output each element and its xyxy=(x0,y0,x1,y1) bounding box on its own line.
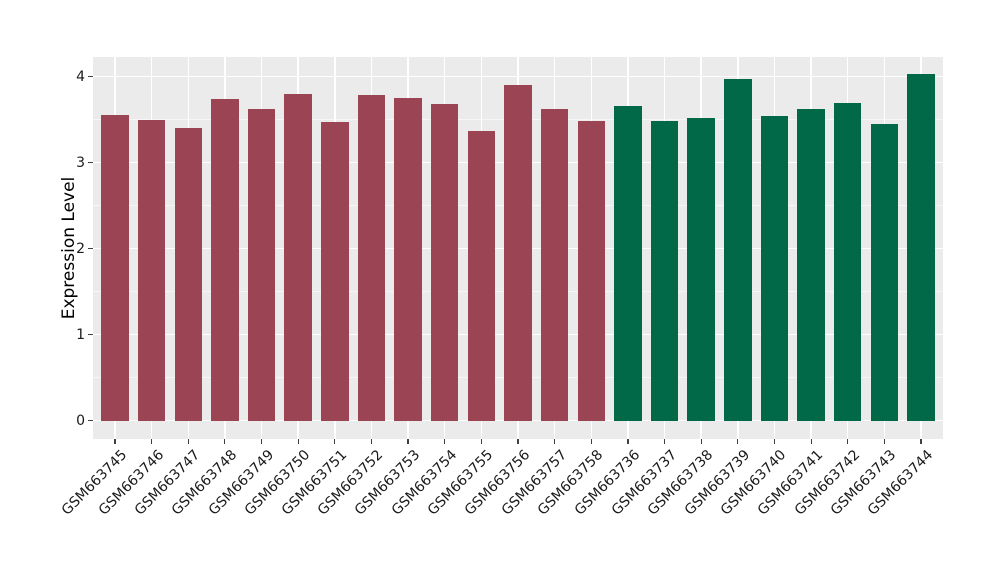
x-tick-mark xyxy=(151,439,153,444)
bar-GSM663751 xyxy=(321,122,349,421)
x-tick-mark xyxy=(663,439,666,444)
bar-GSM663747 xyxy=(174,128,202,421)
y-tick-label: 0 xyxy=(76,412,85,429)
y-tick-mark xyxy=(88,76,93,78)
bar-GSM663753 xyxy=(394,98,422,421)
y-tick-mark xyxy=(88,420,93,422)
x-tick-mark xyxy=(700,439,702,444)
x-tick-mark xyxy=(554,439,556,444)
x-tick-mark xyxy=(187,439,189,444)
x-tick-mark xyxy=(370,439,373,444)
x-tick-mark xyxy=(773,439,776,444)
x-tick-mark xyxy=(297,439,299,444)
bar-GSM663737 xyxy=(650,121,679,421)
x-tick-mark xyxy=(737,439,739,444)
bar-GSM663740 xyxy=(760,116,789,421)
plot-panel xyxy=(93,57,943,439)
x-tick-mark xyxy=(810,439,812,444)
bar-GSM663745 xyxy=(101,115,129,421)
bar-GSM663746 xyxy=(137,119,166,421)
x-tick-mark xyxy=(260,439,263,444)
bar-GSM663755 xyxy=(467,130,496,421)
y-tick-mark xyxy=(88,162,93,164)
bar-GSM663750 xyxy=(284,93,312,421)
bar-GSM663741 xyxy=(797,109,825,421)
bar-GSM663758 xyxy=(577,121,606,421)
bar-GSM663748 xyxy=(211,99,239,421)
x-tick-mark xyxy=(883,439,885,444)
bar-GSM663744 xyxy=(907,74,935,421)
bar-GSM663757 xyxy=(540,109,569,421)
x-tick-mark xyxy=(114,439,116,444)
y-tick-label: 2 xyxy=(76,240,85,257)
y-tick-label: 1 xyxy=(76,326,85,343)
x-tick-mark xyxy=(627,439,629,444)
x-tick-mark xyxy=(480,439,482,444)
bar-GSM663752 xyxy=(357,94,386,421)
x-tick-mark xyxy=(920,439,922,444)
bar-GSM663742 xyxy=(833,102,862,421)
y-tick-mark xyxy=(88,248,93,250)
bar-GSM663754 xyxy=(430,104,459,421)
x-tick-mark xyxy=(444,439,446,444)
x-tick-mark xyxy=(224,439,226,444)
x-tick-mark xyxy=(847,439,849,444)
bar-GSM663736 xyxy=(614,105,642,421)
x-tick-mark xyxy=(407,439,409,444)
bar-GSM663749 xyxy=(247,108,276,421)
bar-GSM663739 xyxy=(724,79,752,421)
bar-GSM663738 xyxy=(687,117,715,421)
bar-GSM663756 xyxy=(504,85,532,421)
y-tick-label: 4 xyxy=(76,68,85,85)
x-tick-mark xyxy=(590,439,592,444)
x-tick-mark xyxy=(334,439,336,444)
y-tick-label: 3 xyxy=(76,154,85,171)
bar-GSM663743 xyxy=(870,124,899,421)
y-tick-mark xyxy=(88,334,93,336)
x-tick-mark xyxy=(517,439,519,444)
